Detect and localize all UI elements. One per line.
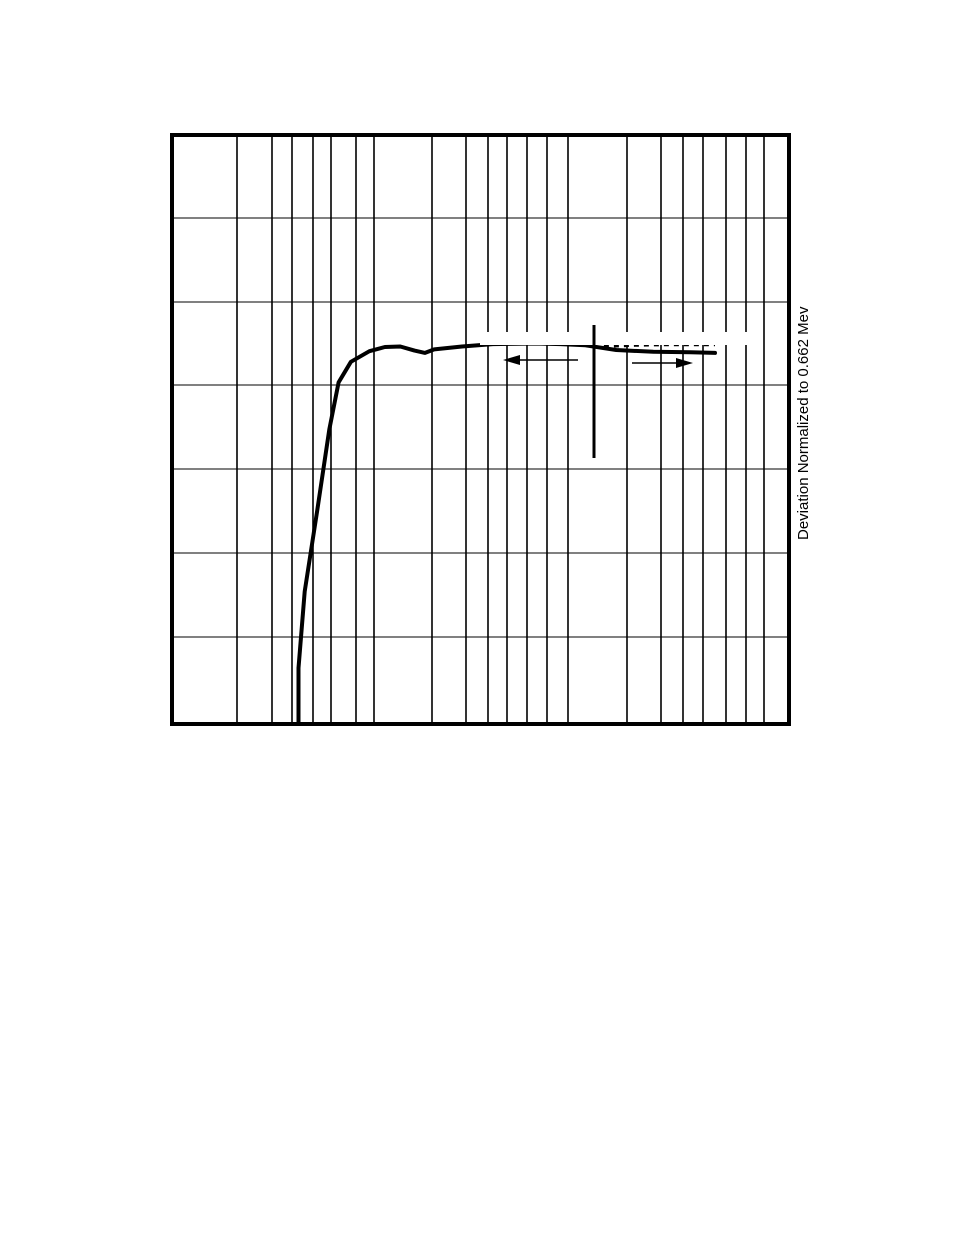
arrow-right-head xyxy=(676,358,693,368)
horizontal-gridlines xyxy=(172,217,789,638)
y-axis-label: Deviation Normalized to 0.662 Mev xyxy=(795,306,812,540)
arrow-left-head xyxy=(503,355,520,365)
vertical-gridlines xyxy=(236,135,765,724)
plot-frame xyxy=(170,133,791,726)
annotation-layer xyxy=(480,325,748,458)
series-solid-line xyxy=(296,341,717,726)
annotation-band xyxy=(480,332,748,345)
series-layer xyxy=(296,341,717,726)
